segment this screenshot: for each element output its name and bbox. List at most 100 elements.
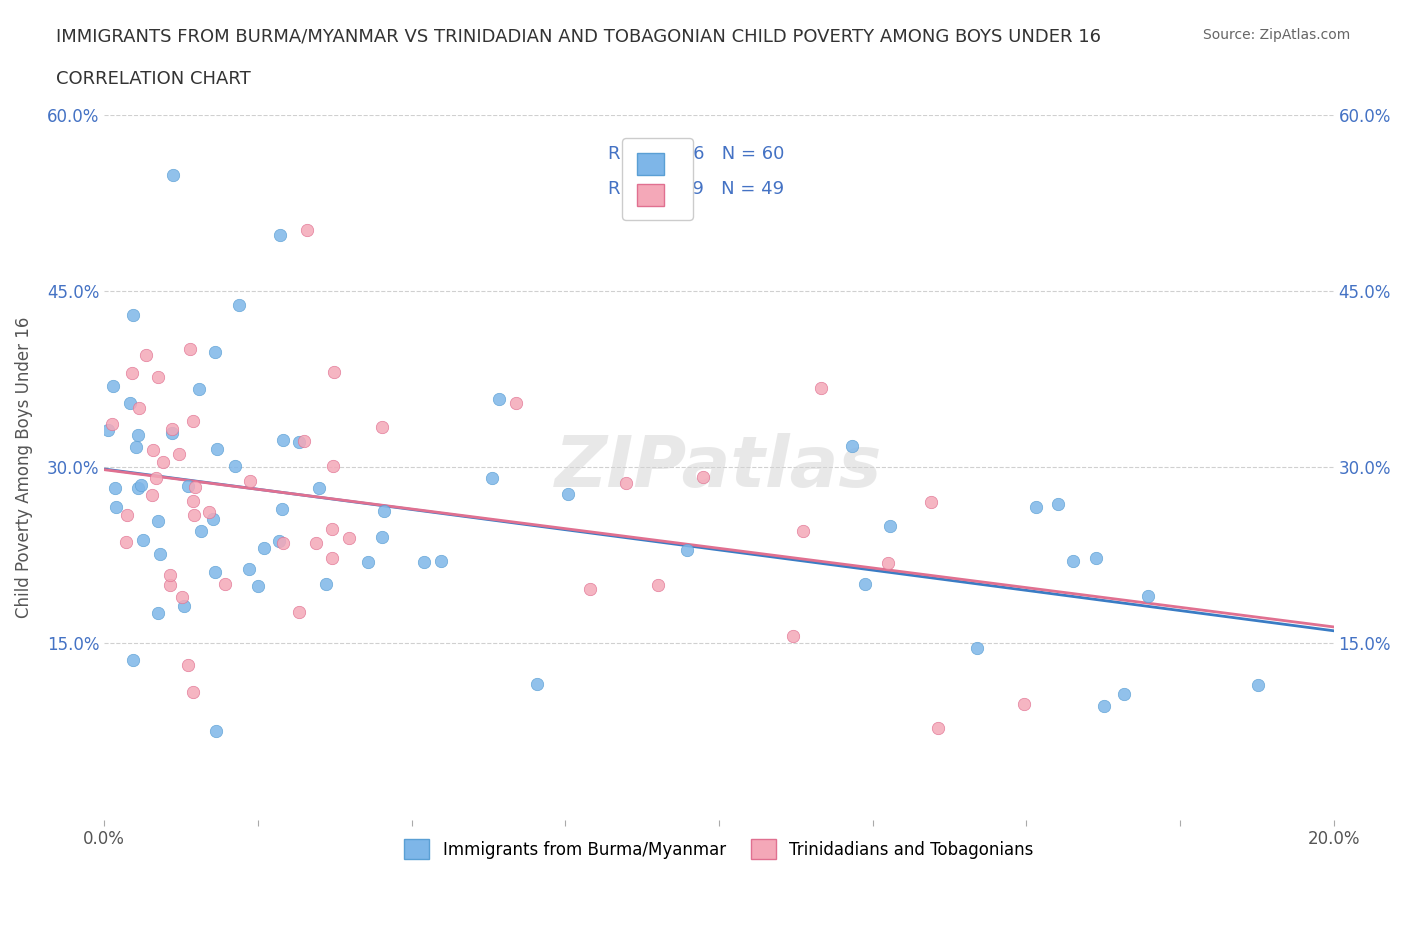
- Point: [1046, 497, 1069, 512]
- Point: [125, 440, 148, 455]
- Point: [879, 518, 901, 533]
- Point: [614, 475, 637, 490]
- Point: [430, 553, 453, 568]
- Point: [1247, 677, 1270, 692]
- Point: [188, 382, 211, 397]
- Point: [1012, 697, 1035, 711]
- Point: [692, 470, 714, 485]
- Point: [184, 479, 207, 494]
- Point: [177, 478, 200, 493]
- Point: [132, 533, 155, 548]
- Point: [288, 605, 311, 620]
- Point: [238, 562, 260, 577]
- Point: [288, 434, 311, 449]
- Point: [97, 422, 120, 437]
- Point: [505, 395, 527, 410]
- Point: [114, 535, 136, 550]
- Point: [1025, 499, 1047, 514]
- Point: [173, 599, 195, 614]
- Text: R =  0.019   N = 49: R = 0.019 N = 49: [609, 180, 785, 198]
- Point: [315, 577, 337, 591]
- Point: [371, 420, 394, 435]
- Point: [149, 547, 172, 562]
- Point: [481, 471, 503, 485]
- Point: [160, 425, 183, 440]
- Point: [127, 427, 149, 442]
- Point: [160, 421, 183, 436]
- Point: [159, 578, 181, 592]
- Point: [1136, 589, 1159, 604]
- Point: [782, 629, 804, 644]
- Point: [205, 724, 228, 738]
- Point: [337, 531, 360, 546]
- Point: [181, 414, 204, 429]
- Point: [557, 487, 579, 502]
- Point: [371, 529, 394, 544]
- Point: [322, 365, 344, 379]
- Point: [152, 455, 174, 470]
- Point: [181, 494, 204, 509]
- Point: [488, 392, 510, 406]
- Point: [121, 365, 143, 380]
- Point: [224, 458, 246, 473]
- Point: [142, 443, 165, 458]
- Point: [128, 401, 150, 416]
- Point: [271, 502, 294, 517]
- Point: [1092, 698, 1115, 713]
- Point: [357, 554, 380, 569]
- Point: [676, 542, 699, 557]
- Point: [413, 554, 436, 569]
- Point: [877, 556, 900, 571]
- Text: ZIPatlas: ZIPatlas: [555, 432, 883, 502]
- Point: [253, 541, 276, 556]
- Point: [292, 433, 315, 448]
- Point: [135, 348, 157, 363]
- Point: [104, 480, 127, 495]
- Point: [183, 507, 205, 522]
- Point: [169, 446, 191, 461]
- Point: [197, 505, 219, 520]
- Point: [204, 344, 226, 359]
- Point: [146, 370, 169, 385]
- Point: [118, 396, 141, 411]
- Point: [228, 298, 250, 312]
- Point: [159, 568, 181, 583]
- Point: [141, 487, 163, 502]
- Point: [295, 223, 318, 238]
- Legend: Immigrants from Burma/Myanmar, Trinidadians and Tobagonians: Immigrants from Burma/Myanmar, Trinidadi…: [396, 830, 1042, 868]
- Point: [162, 167, 184, 182]
- Point: [927, 721, 949, 736]
- Point: [101, 379, 124, 393]
- Text: R = -0.016   N = 60: R = -0.016 N = 60: [609, 145, 785, 163]
- Point: [105, 499, 128, 514]
- Point: [205, 442, 228, 457]
- Point: [526, 677, 548, 692]
- Point: [1062, 554, 1084, 569]
- Point: [966, 641, 988, 656]
- Point: [177, 658, 200, 672]
- Point: [269, 534, 291, 549]
- Point: [100, 417, 122, 432]
- Point: [214, 577, 236, 591]
- Point: [647, 578, 669, 592]
- Point: [181, 684, 204, 699]
- Point: [122, 652, 145, 667]
- Point: [146, 513, 169, 528]
- Point: [579, 582, 602, 597]
- Point: [792, 524, 814, 538]
- Text: Source: ZipAtlas.com: Source: ZipAtlas.com: [1202, 28, 1350, 42]
- Point: [127, 480, 149, 495]
- Point: [321, 551, 343, 565]
- Point: [269, 228, 291, 243]
- Point: [810, 380, 832, 395]
- Point: [122, 308, 145, 323]
- Point: [322, 458, 344, 473]
- Point: [145, 470, 167, 485]
- Point: [1112, 686, 1135, 701]
- Text: CORRELATION CHART: CORRELATION CHART: [56, 70, 252, 87]
- Point: [190, 524, 212, 538]
- Point: [1085, 551, 1108, 565]
- Point: [172, 590, 194, 604]
- Point: [202, 512, 225, 526]
- Text: IMMIGRANTS FROM BURMA/MYANMAR VS TRINIDADIAN AND TOBAGONIAN CHILD POVERTY AMONG : IMMIGRANTS FROM BURMA/MYANMAR VS TRINIDA…: [56, 28, 1101, 46]
